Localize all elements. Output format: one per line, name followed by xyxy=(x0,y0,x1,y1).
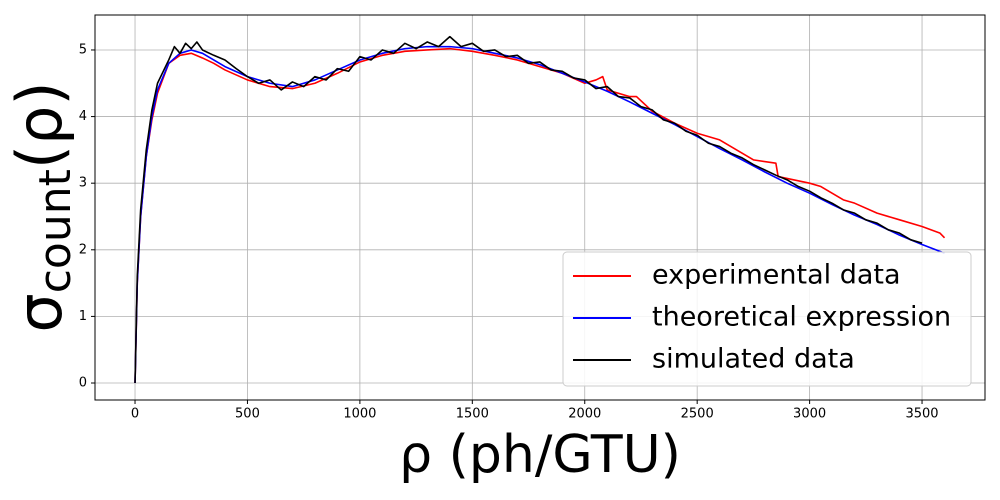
data-line xyxy=(134,47,946,384)
y-label-symbol: σ xyxy=(3,293,76,332)
legend-label: theoretical expression xyxy=(652,302,951,333)
y-tick-label: 5 xyxy=(79,42,87,57)
y-label-subscript: count xyxy=(30,169,81,293)
x-tick-label: 2500 xyxy=(681,407,714,422)
legend-box xyxy=(562,251,972,387)
y-tick-label: 0 xyxy=(79,376,87,391)
plot-frame xyxy=(94,14,986,401)
legend: experimental data theoretical expression s… xyxy=(562,251,972,387)
legend-label: experimental data xyxy=(652,260,901,291)
y-tick-label: 2 xyxy=(79,242,87,257)
x-tick-label: 1000 xyxy=(343,407,376,422)
x-tick-label: 0 xyxy=(131,407,139,422)
x-tick-label: 2000 xyxy=(568,407,601,422)
y-tick-label: 4 xyxy=(79,109,87,124)
x-tick-label: 3000 xyxy=(793,407,826,422)
x-tick-label: 500 xyxy=(235,407,260,422)
y-tick-label: 1 xyxy=(79,309,87,324)
y-axis-label: σcount(ρ) xyxy=(3,81,81,332)
x-tick-label: 3500 xyxy=(905,407,938,422)
x-tick-label: 1500 xyxy=(456,407,489,422)
y-label-argument: (ρ) xyxy=(3,81,76,169)
x-axis-label: ρ (ph/GTU) xyxy=(399,425,681,485)
data-line xyxy=(134,35,923,384)
y-tick-label: 3 xyxy=(79,176,87,191)
legend-label: simulated data xyxy=(652,344,855,375)
